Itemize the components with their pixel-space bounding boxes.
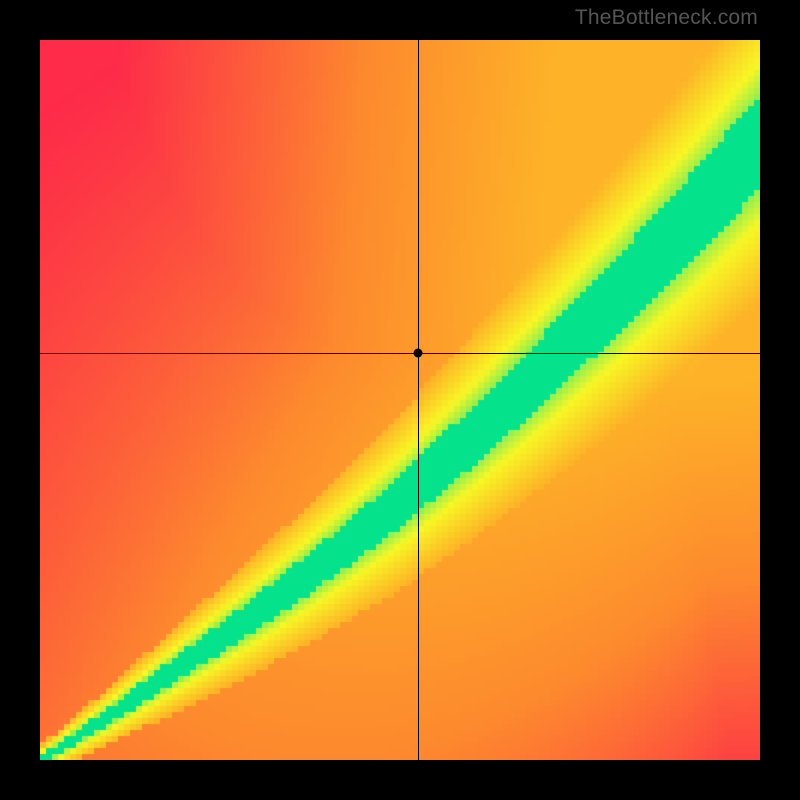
crosshair-point [414,349,423,358]
crosshair-vertical [418,40,419,760]
watermark-text: TheBottleneck.com [575,6,758,30]
plot-area [40,40,760,760]
crosshair-horizontal [40,353,760,354]
heatmap-canvas [40,40,760,760]
